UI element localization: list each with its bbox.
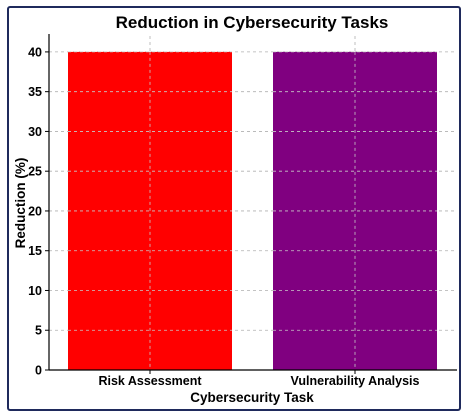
y-tick-label: 5 xyxy=(35,324,42,338)
y-tick-label: 35 xyxy=(28,85,42,99)
x-tick-label: Vulnerability Analysis xyxy=(291,374,420,388)
y-tick-label: 30 xyxy=(28,125,42,139)
y-tick-label: 0 xyxy=(35,364,42,378)
x-axis-label: Cybersecurity Task xyxy=(190,390,314,405)
bar-layer xyxy=(68,51,437,371)
axis-layer: 0 5 10 15 20 25 30 35 40 Risk Assessment Vulnerabi… xyxy=(28,34,457,388)
y-axis-label: Reduction (%) xyxy=(13,158,28,249)
y-tick-label: 10 xyxy=(28,284,42,298)
y-tick-label: 40 xyxy=(28,45,42,59)
x-tick-label: Risk Assessment xyxy=(98,374,202,388)
y-tick-label: 25 xyxy=(28,165,42,179)
y-tick-label: 15 xyxy=(28,244,42,258)
y-tick-label: 20 xyxy=(28,204,42,218)
chart-title: Reduction in Cybersecurity Tasks xyxy=(116,13,389,32)
